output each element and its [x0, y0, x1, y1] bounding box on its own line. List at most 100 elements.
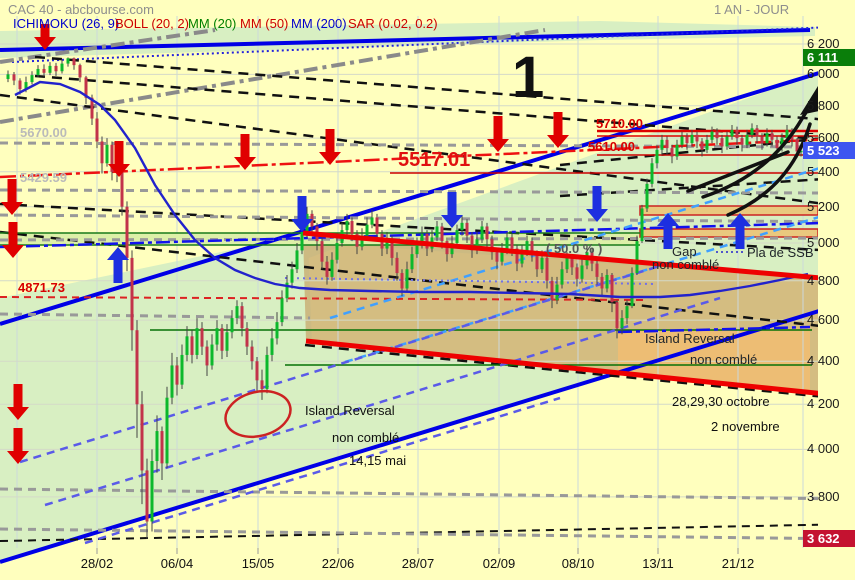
candle-up [525, 241, 529, 253]
candle-up [675, 144, 679, 157]
price-axis-label: 4 400 [807, 353, 840, 369]
candle-up [725, 136, 729, 147]
candle-down [125, 206, 129, 258]
candle-down [545, 257, 549, 281]
date-axis-label: 15/05 [241, 556, 275, 571]
chart-annotation: non comblé [332, 430, 400, 445]
candle-up [620, 318, 624, 329]
candle-up [48, 65, 52, 73]
candle-up [385, 239, 389, 249]
chart-annotation: 5710.00 [596, 116, 643, 131]
trendline [0, 93, 818, 205]
freehand-arrow [726, 122, 812, 217]
candle-down [72, 58, 76, 66]
candle-down [18, 80, 22, 90]
candle-down [535, 254, 539, 270]
candle-up [370, 217, 374, 225]
candle-up [565, 257, 569, 270]
chart-annotation: Island Reversal [645, 331, 735, 346]
candle-down [395, 257, 399, 274]
candle-up [195, 328, 199, 355]
candle-up [785, 129, 789, 139]
price-axis-label: 5 600 [807, 130, 840, 146]
date-axis-label: 22/06 [321, 556, 355, 571]
trendline [559, 178, 818, 198]
candle-up [625, 306, 629, 319]
candle-down [240, 306, 244, 329]
red-down-arrow [319, 129, 341, 165]
candle-down [570, 257, 574, 268]
red-down-arrow [7, 428, 29, 464]
trendline [34, 55, 818, 121]
candle-up [225, 332, 229, 351]
freehand-arrowhead [800, 86, 818, 115]
candle-up [480, 226, 484, 240]
trendline [284, 277, 656, 285]
candle-up [335, 242, 339, 260]
trendline [0, 309, 818, 564]
red-down-arrow [108, 141, 130, 177]
candle-up [645, 183, 649, 209]
trendline [0, 141, 818, 149]
candle-down [260, 380, 264, 389]
candle-down [54, 65, 58, 72]
chart-annotation: 5429.59 [20, 170, 67, 185]
red-down-arrow [1, 179, 23, 215]
candle-down [515, 248, 519, 264]
candle-up [560, 269, 564, 285]
candle-up [680, 136, 684, 145]
trendline [84, 396, 561, 545]
candle-up [555, 284, 559, 301]
candle-down [715, 131, 719, 139]
candle-down [530, 241, 534, 255]
date-axis-label: 02/09 [482, 556, 516, 571]
candle-up [580, 265, 584, 279]
red-down-arrow [7, 384, 29, 420]
date-axis-label: 21/12 [721, 556, 755, 571]
candle-up [690, 134, 694, 144]
blue-down-arrow [291, 196, 313, 232]
trendline [0, 188, 818, 195]
candle-down [610, 274, 614, 303]
candle-up [210, 344, 214, 366]
candle-up [780, 138, 784, 149]
price-badge: 3 632 [803, 530, 855, 548]
candle-down [470, 235, 474, 251]
red-down-arrow [234, 134, 256, 170]
candle-down [740, 138, 744, 145]
cloud-left-region [0, 238, 620, 562]
candle-down [495, 252, 499, 262]
wedge-line [305, 338, 818, 396]
candle-down [595, 263, 599, 277]
candle-down [465, 222, 469, 236]
chart-annotation: 5670.00 [20, 125, 67, 140]
candle-up [710, 131, 714, 140]
candle-down [95, 118, 99, 142]
red-down-arrow [487, 116, 509, 152]
candle-down [325, 261, 329, 277]
candle-up [410, 254, 414, 270]
candle-up [730, 129, 734, 137]
candle-up [270, 338, 274, 355]
candle-up [215, 328, 219, 345]
chart-annotation: 2 novembre [711, 419, 780, 434]
price-axis-label: 5 200 [807, 198, 840, 214]
price-axis-label: 4 200 [807, 396, 840, 412]
date-axis-label: 28/07 [401, 556, 435, 571]
trendline [11, 26, 818, 63]
red-down-arrow [2, 222, 24, 258]
candle-up [745, 134, 749, 145]
price-axis-label: 6 000 [807, 66, 840, 82]
trendline [0, 527, 818, 541]
candle-up [630, 273, 634, 307]
candle-up [655, 149, 659, 164]
candlesticks [6, 57, 803, 539]
candle-down [255, 361, 259, 381]
legend-item-0: ICHIMOKU (26, 9) [13, 16, 120, 31]
legend-item-5: SAR (0.02, 0.2) [348, 16, 438, 31]
candle-up [150, 461, 154, 522]
price-badge: 5 523 [803, 142, 855, 160]
chart-annotation: Gap [672, 244, 697, 259]
candle-down [160, 431, 164, 464]
